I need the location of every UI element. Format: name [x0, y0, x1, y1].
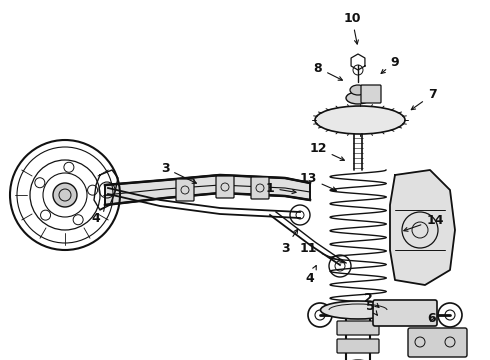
- Text: 10: 10: [343, 12, 361, 44]
- Text: 2: 2: [364, 292, 379, 307]
- Ellipse shape: [320, 301, 395, 319]
- Text: 1: 1: [266, 181, 296, 194]
- Ellipse shape: [346, 92, 370, 104]
- Text: 14: 14: [404, 213, 444, 231]
- Text: 4: 4: [92, 207, 105, 225]
- Ellipse shape: [315, 106, 405, 134]
- Text: 9: 9: [381, 55, 399, 73]
- Polygon shape: [390, 170, 455, 285]
- Polygon shape: [105, 175, 310, 205]
- FancyBboxPatch shape: [361, 85, 381, 103]
- Text: 5: 5: [366, 300, 377, 315]
- FancyBboxPatch shape: [216, 176, 234, 198]
- Ellipse shape: [350, 85, 366, 95]
- Text: 3: 3: [281, 229, 298, 255]
- FancyBboxPatch shape: [251, 177, 269, 199]
- Text: 13: 13: [299, 171, 336, 190]
- Text: 8: 8: [314, 62, 343, 80]
- FancyBboxPatch shape: [408, 328, 467, 357]
- Text: 12: 12: [309, 141, 344, 161]
- FancyBboxPatch shape: [373, 300, 437, 326]
- Text: 6: 6: [428, 311, 436, 324]
- Text: 7: 7: [411, 89, 437, 110]
- Text: 4: 4: [306, 266, 316, 284]
- Circle shape: [53, 183, 77, 207]
- Text: 11: 11: [299, 242, 344, 263]
- Text: 3: 3: [161, 162, 196, 183]
- FancyBboxPatch shape: [337, 339, 379, 353]
- FancyBboxPatch shape: [337, 321, 379, 335]
- FancyBboxPatch shape: [176, 179, 194, 201]
